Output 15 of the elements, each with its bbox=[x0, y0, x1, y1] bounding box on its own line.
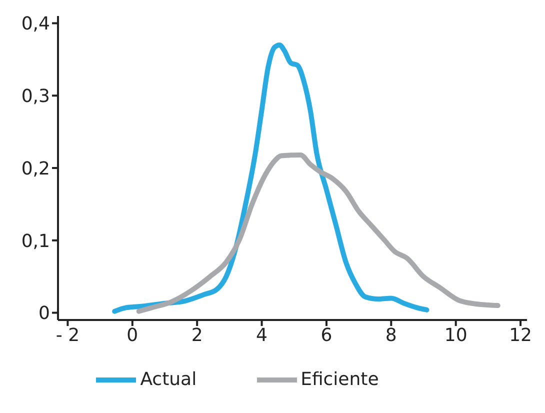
y-tick-label: 0,1 bbox=[21, 230, 50, 252]
x-tick-label: 4 bbox=[256, 324, 268, 346]
x-tick-label: - 2 bbox=[56, 324, 80, 346]
legend-label: Eficiente bbox=[300, 368, 379, 390]
x-tick-label: 0 bbox=[126, 324, 138, 346]
x-tick-label: 8 bbox=[385, 324, 397, 346]
y-tick-label: 0 bbox=[38, 303, 50, 324]
y-tick-label: 0,3 bbox=[21, 86, 50, 108]
x-tick-label: 12 bbox=[509, 324, 532, 346]
y-tick-label: 0,4 bbox=[21, 14, 50, 35]
legend-label: Actual bbox=[140, 368, 197, 390]
y-tick-label: 0,2 bbox=[21, 158, 50, 180]
x-tick-label: 6 bbox=[320, 324, 332, 346]
x-tick-label: 10 bbox=[444, 324, 468, 346]
x-tick-label: 2 bbox=[191, 324, 203, 346]
